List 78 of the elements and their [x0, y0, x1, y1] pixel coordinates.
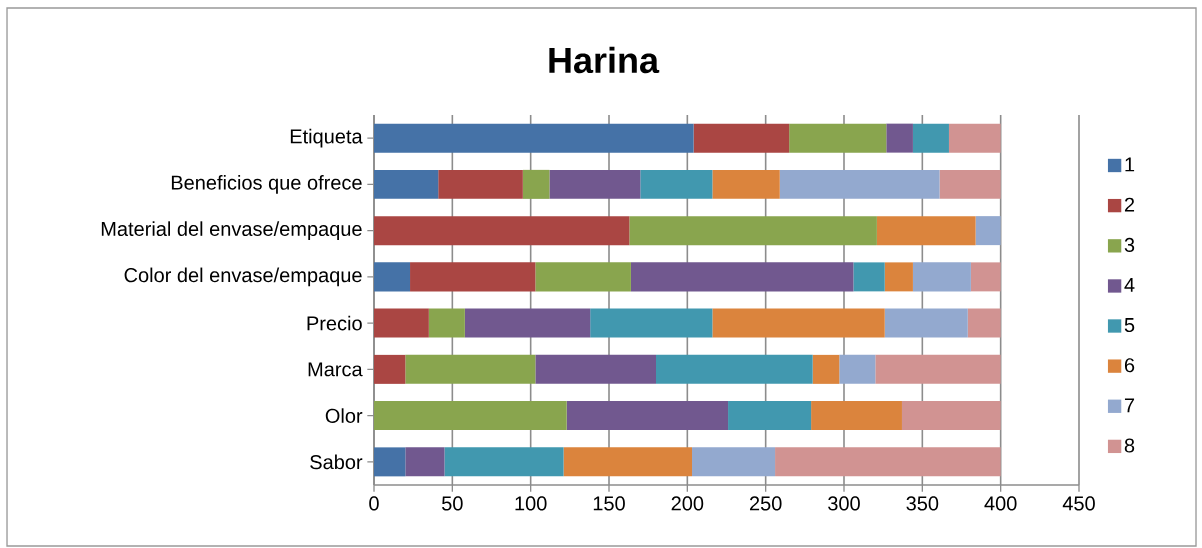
legend-label: 8	[1124, 438, 1135, 453]
bar	[374, 354, 406, 384]
legend-label: 1	[1125, 157, 1135, 172]
bar	[728, 401, 812, 431]
bar	[438, 169, 523, 199]
bar	[884, 308, 968, 338]
bar	[535, 354, 656, 384]
x-tick-label: 300	[828, 496, 860, 511]
bar	[693, 123, 790, 153]
bar	[939, 169, 1001, 199]
y-tick-label: Etiqueta	[290, 128, 363, 148]
bar	[549, 169, 641, 199]
bar	[912, 123, 949, 153]
bar	[428, 308, 465, 338]
bar	[374, 447, 406, 477]
bar	[374, 123, 694, 153]
x-tick-label: 450	[1062, 496, 1095, 511]
bar	[374, 308, 429, 338]
x-tick-label: 50	[442, 496, 463, 511]
y-tick-label: Marca	[308, 362, 363, 377]
y-tick-label: Color del envase/empaque	[124, 267, 362, 287]
legend-label: 2	[1124, 197, 1135, 212]
bar	[522, 169, 550, 199]
bar	[630, 262, 854, 292]
bar	[656, 354, 813, 384]
bar	[901, 401, 1001, 431]
legend-label: 7	[1124, 398, 1135, 413]
bar	[886, 123, 913, 153]
bar	[712, 169, 780, 199]
x-tick-label: 100	[515, 496, 547, 511]
y-tick-label: Sabor	[310, 454, 363, 470]
bar	[464, 308, 591, 338]
bar	[875, 354, 1001, 384]
bar	[374, 216, 630, 246]
x-tick-label: 150	[593, 496, 625, 511]
bar	[374, 262, 411, 292]
y-tick-label: Olor	[325, 408, 363, 423]
bar	[566, 401, 729, 431]
bar	[405, 354, 536, 384]
x-tick-label: 250	[749, 496, 782, 511]
bar	[590, 308, 713, 338]
bar	[970, 262, 1001, 292]
y-tick-label: Precio	[307, 315, 362, 331]
bar	[563, 447, 693, 477]
bar	[779, 169, 940, 199]
bar	[948, 123, 1001, 153]
bar	[410, 262, 536, 292]
x-tick-label: 350	[906, 496, 939, 511]
bar	[812, 354, 840, 384]
y-tick-label: Beneficios que ofrece	[171, 175, 362, 194]
bar	[535, 262, 631, 292]
bar	[839, 354, 876, 384]
bar	[712, 308, 885, 338]
bar	[640, 169, 713, 199]
x-tick-label: 200	[671, 496, 704, 511]
legend-label: 5	[1124, 318, 1135, 333]
bar	[444, 447, 564, 477]
bar	[967, 308, 1001, 338]
legend-label: 3	[1124, 237, 1135, 253]
x-tick-label: 400	[984, 496, 1017, 511]
chart-title: Harina	[549, 46, 660, 74]
bar	[405, 447, 445, 477]
bar	[775, 447, 1001, 477]
bar	[692, 447, 776, 477]
bar	[884, 262, 913, 292]
bar	[789, 123, 887, 153]
bar	[975, 216, 1001, 246]
bar	[374, 401, 567, 431]
legend-label: 6	[1124, 358, 1135, 373]
y-tick-label: Material del envase/empaque	[101, 221, 362, 240]
bar	[912, 262, 971, 292]
x-tick-label: 0	[369, 496, 379, 511]
bar	[853, 262, 885, 292]
bar	[374, 169, 439, 199]
legend-label: 4	[1124, 278, 1135, 292]
bar	[876, 216, 976, 246]
bar	[811, 401, 902, 431]
bar	[629, 216, 877, 246]
